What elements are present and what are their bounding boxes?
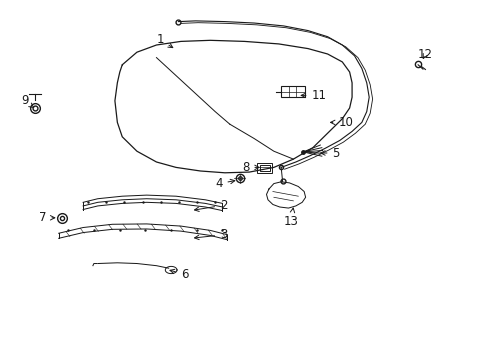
Text: 3: 3: [194, 228, 227, 241]
Text: 2: 2: [194, 199, 227, 212]
Text: 12: 12: [417, 48, 432, 60]
Bar: [256, 163, 272, 173]
Bar: [281, 86, 304, 97]
Text: 4: 4: [215, 177, 234, 190]
Text: 11: 11: [301, 89, 326, 102]
Text: 8: 8: [242, 161, 259, 174]
Text: 5: 5: [320, 147, 339, 159]
Text: 13: 13: [283, 208, 298, 228]
Text: 10: 10: [330, 116, 352, 129]
Text: 7: 7: [39, 211, 55, 224]
Text: 9: 9: [21, 94, 34, 108]
Text: 6: 6: [170, 268, 188, 281]
Bar: [260, 165, 269, 171]
Text: 1: 1: [156, 33, 172, 48]
